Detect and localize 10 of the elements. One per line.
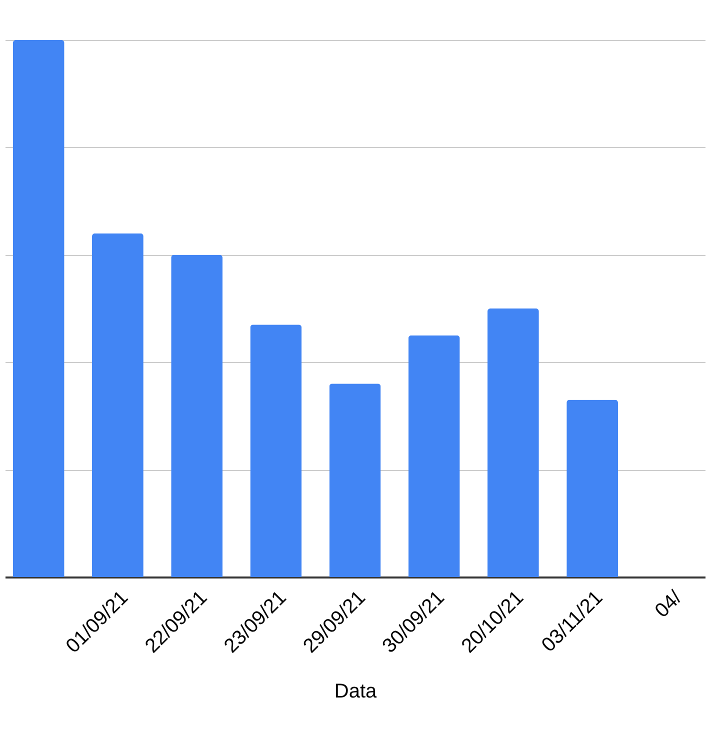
x-tick-label: 04/ xyxy=(651,586,687,622)
bar xyxy=(566,400,618,577)
bar xyxy=(329,384,381,577)
bar xyxy=(250,324,302,577)
bar xyxy=(12,40,64,577)
bar xyxy=(92,233,144,577)
bar xyxy=(408,335,460,577)
bar xyxy=(487,308,539,577)
x-axis-title: Data xyxy=(334,680,378,703)
bar xyxy=(171,254,223,577)
